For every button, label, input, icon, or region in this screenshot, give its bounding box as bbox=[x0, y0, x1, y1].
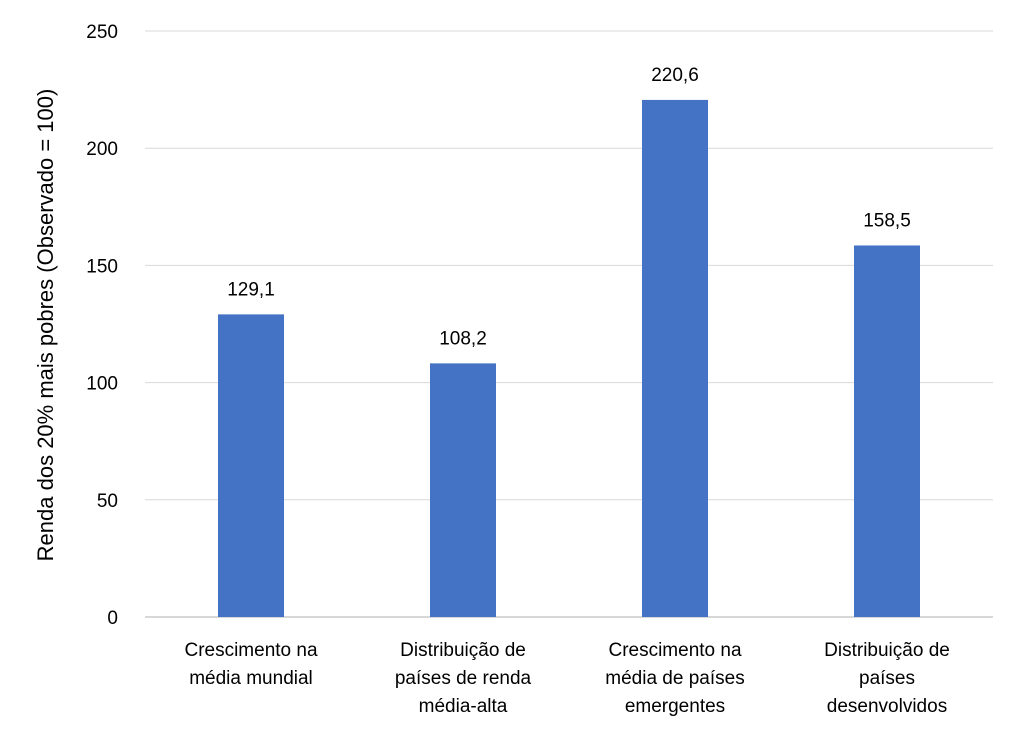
data-label: 108,2 bbox=[439, 328, 487, 349]
y-tick-label: 150 bbox=[86, 256, 118, 277]
y-tick-label: 200 bbox=[86, 139, 118, 160]
bar bbox=[642, 99, 708, 618]
x-category-label-line: países de renda bbox=[395, 668, 532, 689]
x-category-label: Crescimento na média de países emergentes bbox=[605, 640, 744, 717]
x-category-label-line: média-alta bbox=[419, 696, 508, 717]
x-axis-categories: Crescimento na média mundial Distribuição … bbox=[184, 640, 949, 717]
data-label: 220,6 bbox=[651, 65, 699, 86]
y-tick-label: 250 bbox=[86, 22, 118, 43]
x-category-label: Distribuição de países desenvolvidos bbox=[824, 640, 950, 717]
bar bbox=[218, 314, 284, 617]
data-label: 158,5 bbox=[863, 210, 911, 231]
y-tick-label: 0 bbox=[107, 608, 118, 629]
y-axis-ticks: 0 50 100 150 200 250 bbox=[86, 22, 118, 629]
x-category-label: Crescimento na média mundial bbox=[184, 640, 317, 689]
gridlines bbox=[145, 30, 993, 618]
y-axis-title: Renda dos 20% mais pobres (Observado = 1… bbox=[33, 89, 58, 562]
x-category-label-line: desenvolvidos bbox=[827, 696, 947, 717]
x-category-label-line: Distribuição de bbox=[824, 640, 950, 661]
x-category-label-line: emergentes bbox=[625, 696, 725, 717]
x-category-label-line: média de países bbox=[605, 668, 744, 689]
x-category-label-line: países bbox=[859, 668, 915, 689]
bar bbox=[854, 245, 920, 617]
bars bbox=[218, 99, 920, 618]
x-category-label-line: Distribuição de bbox=[400, 640, 526, 661]
x-category-label: Distribuição de países de renda média-alta bbox=[395, 640, 532, 717]
x-category-label-line: média mundial bbox=[189, 668, 313, 689]
y-tick-label: 100 bbox=[86, 374, 118, 395]
x-category-label-line: Crescimento na bbox=[184, 640, 317, 661]
bar bbox=[430, 363, 496, 617]
x-category-label-line: Crescimento na bbox=[608, 640, 741, 661]
data-label: 129,1 bbox=[227, 279, 275, 300]
data-labels: 129,1 108,2 220,6 158,5 bbox=[227, 65, 911, 349]
y-tick-label: 50 bbox=[97, 491, 118, 512]
